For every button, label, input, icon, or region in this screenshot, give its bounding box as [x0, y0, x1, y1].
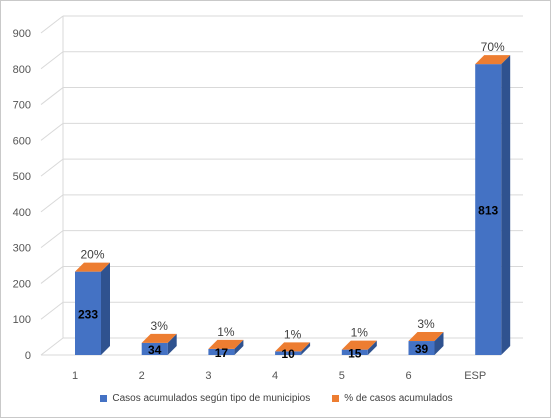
bar-value-label: 10 — [281, 347, 295, 361]
bar-group: 39 3% — [408, 317, 444, 356]
bar-top-cap — [475, 55, 511, 65]
percent-label: 1% — [284, 327, 302, 341]
x-tick-label: 2 — [139, 370, 145, 382]
bar-group: 813 70% — [475, 40, 511, 356]
bar-value-label: 39 — [415, 342, 429, 356]
x-tick-label: 4 — [272, 370, 278, 382]
bar-value-label: 813 — [478, 204, 498, 218]
y-tick-label: 300 — [13, 243, 31, 255]
legend: Casos acumulados según tipo de municipio… — [1, 393, 551, 404]
percent-label: 70% — [481, 40, 505, 54]
bar-group: 17 1% — [208, 325, 244, 360]
bar-top-cap — [341, 340, 377, 350]
percent-label: 20% — [80, 248, 104, 262]
legend-swatch-cases — [100, 395, 108, 402]
bar-side — [301, 342, 311, 355]
bar-value-label: 17 — [215, 346, 229, 360]
bar-side — [501, 55, 511, 355]
bar-side — [367, 340, 377, 355]
x-tick-label: 1 — [72, 370, 78, 382]
y-tick-label: 900 — [13, 28, 31, 40]
y-tick-label: 200 — [13, 278, 31, 290]
bar-top-cap — [408, 332, 444, 342]
gridlines — [40, 15, 523, 356]
y-tick-label: 100 — [13, 314, 31, 326]
x-tick-label: ESP — [464, 370, 486, 382]
x-tick-label: 3 — [205, 370, 211, 382]
bar-group: 101% — [275, 327, 311, 361]
gridline-side — [40, 266, 64, 284]
bar — [408, 341, 435, 355]
x-tick-label: 6 — [405, 370, 411, 382]
bar-top-cap — [141, 333, 177, 343]
legend-swatch-percent — [332, 395, 340, 402]
bar-top-cap — [75, 262, 110, 272]
y-tick-label: 500 — [13, 171, 31, 183]
bar — [75, 271, 101, 355]
legend-label-cases: Casos acumulados según tipo de municipio… — [112, 393, 311, 404]
y-tick-label: 800 — [13, 64, 31, 76]
bar-value-label: 15 — [348, 346, 362, 360]
legend-item-cases: Casos acumulados según tipo de municipio… — [100, 393, 310, 404]
bar-value-label: 233 — [78, 307, 98, 321]
gridline-side — [40, 15, 64, 34]
y-tick-label: 700 — [13, 100, 31, 112]
percent-label: 3% — [151, 319, 169, 333]
gridline-side — [40, 230, 64, 249]
x-tick-label: 5 — [339, 370, 345, 382]
floor-side-line — [40, 337, 64, 356]
bar-group: 233 20% — [75, 248, 110, 355]
bar-group: 151% — [341, 326, 377, 360]
bar-side — [434, 332, 444, 355]
legend-item-percent: % de casos acumulados — [332, 393, 453, 404]
bar-value-label: 34 — [148, 343, 162, 357]
y-tick-label: 600 — [13, 135, 31, 147]
gridline-side — [40, 194, 64, 213]
percent-label: 1% — [217, 325, 235, 339]
gridline-side — [40, 301, 64, 320]
bar-group: 34 3% — [141, 319, 177, 357]
gridline-side — [40, 51, 64, 70]
bar — [141, 342, 168, 355]
percent-label: 3% — [417, 317, 435, 331]
bar-top-cap — [275, 342, 311, 352]
bar — [275, 351, 302, 355]
percent-label: 1% — [351, 326, 369, 340]
bar — [475, 64, 502, 356]
gridline-side — [40, 158, 64, 177]
bar-side — [234, 339, 244, 355]
y-tick-label: 400 — [13, 207, 31, 219]
gridline-side — [40, 87, 64, 105]
legend-label-percent: % de casos acumulados — [344, 393, 453, 404]
gridline-side — [40, 122, 64, 141]
bar-top-cap — [208, 339, 244, 349]
bar — [208, 348, 235, 355]
y-axis-ticks: 0 100 200 300 400 500 600 700 800 900 — [13, 28, 31, 362]
y-tick-label: 0 — [25, 350, 31, 362]
x-axis-ticks: 1 2 3 4 5 6 ESP — [72, 370, 486, 382]
bar — [341, 349, 368, 355]
bar-side — [167, 333, 177, 355]
bar-side — [101, 262, 110, 355]
